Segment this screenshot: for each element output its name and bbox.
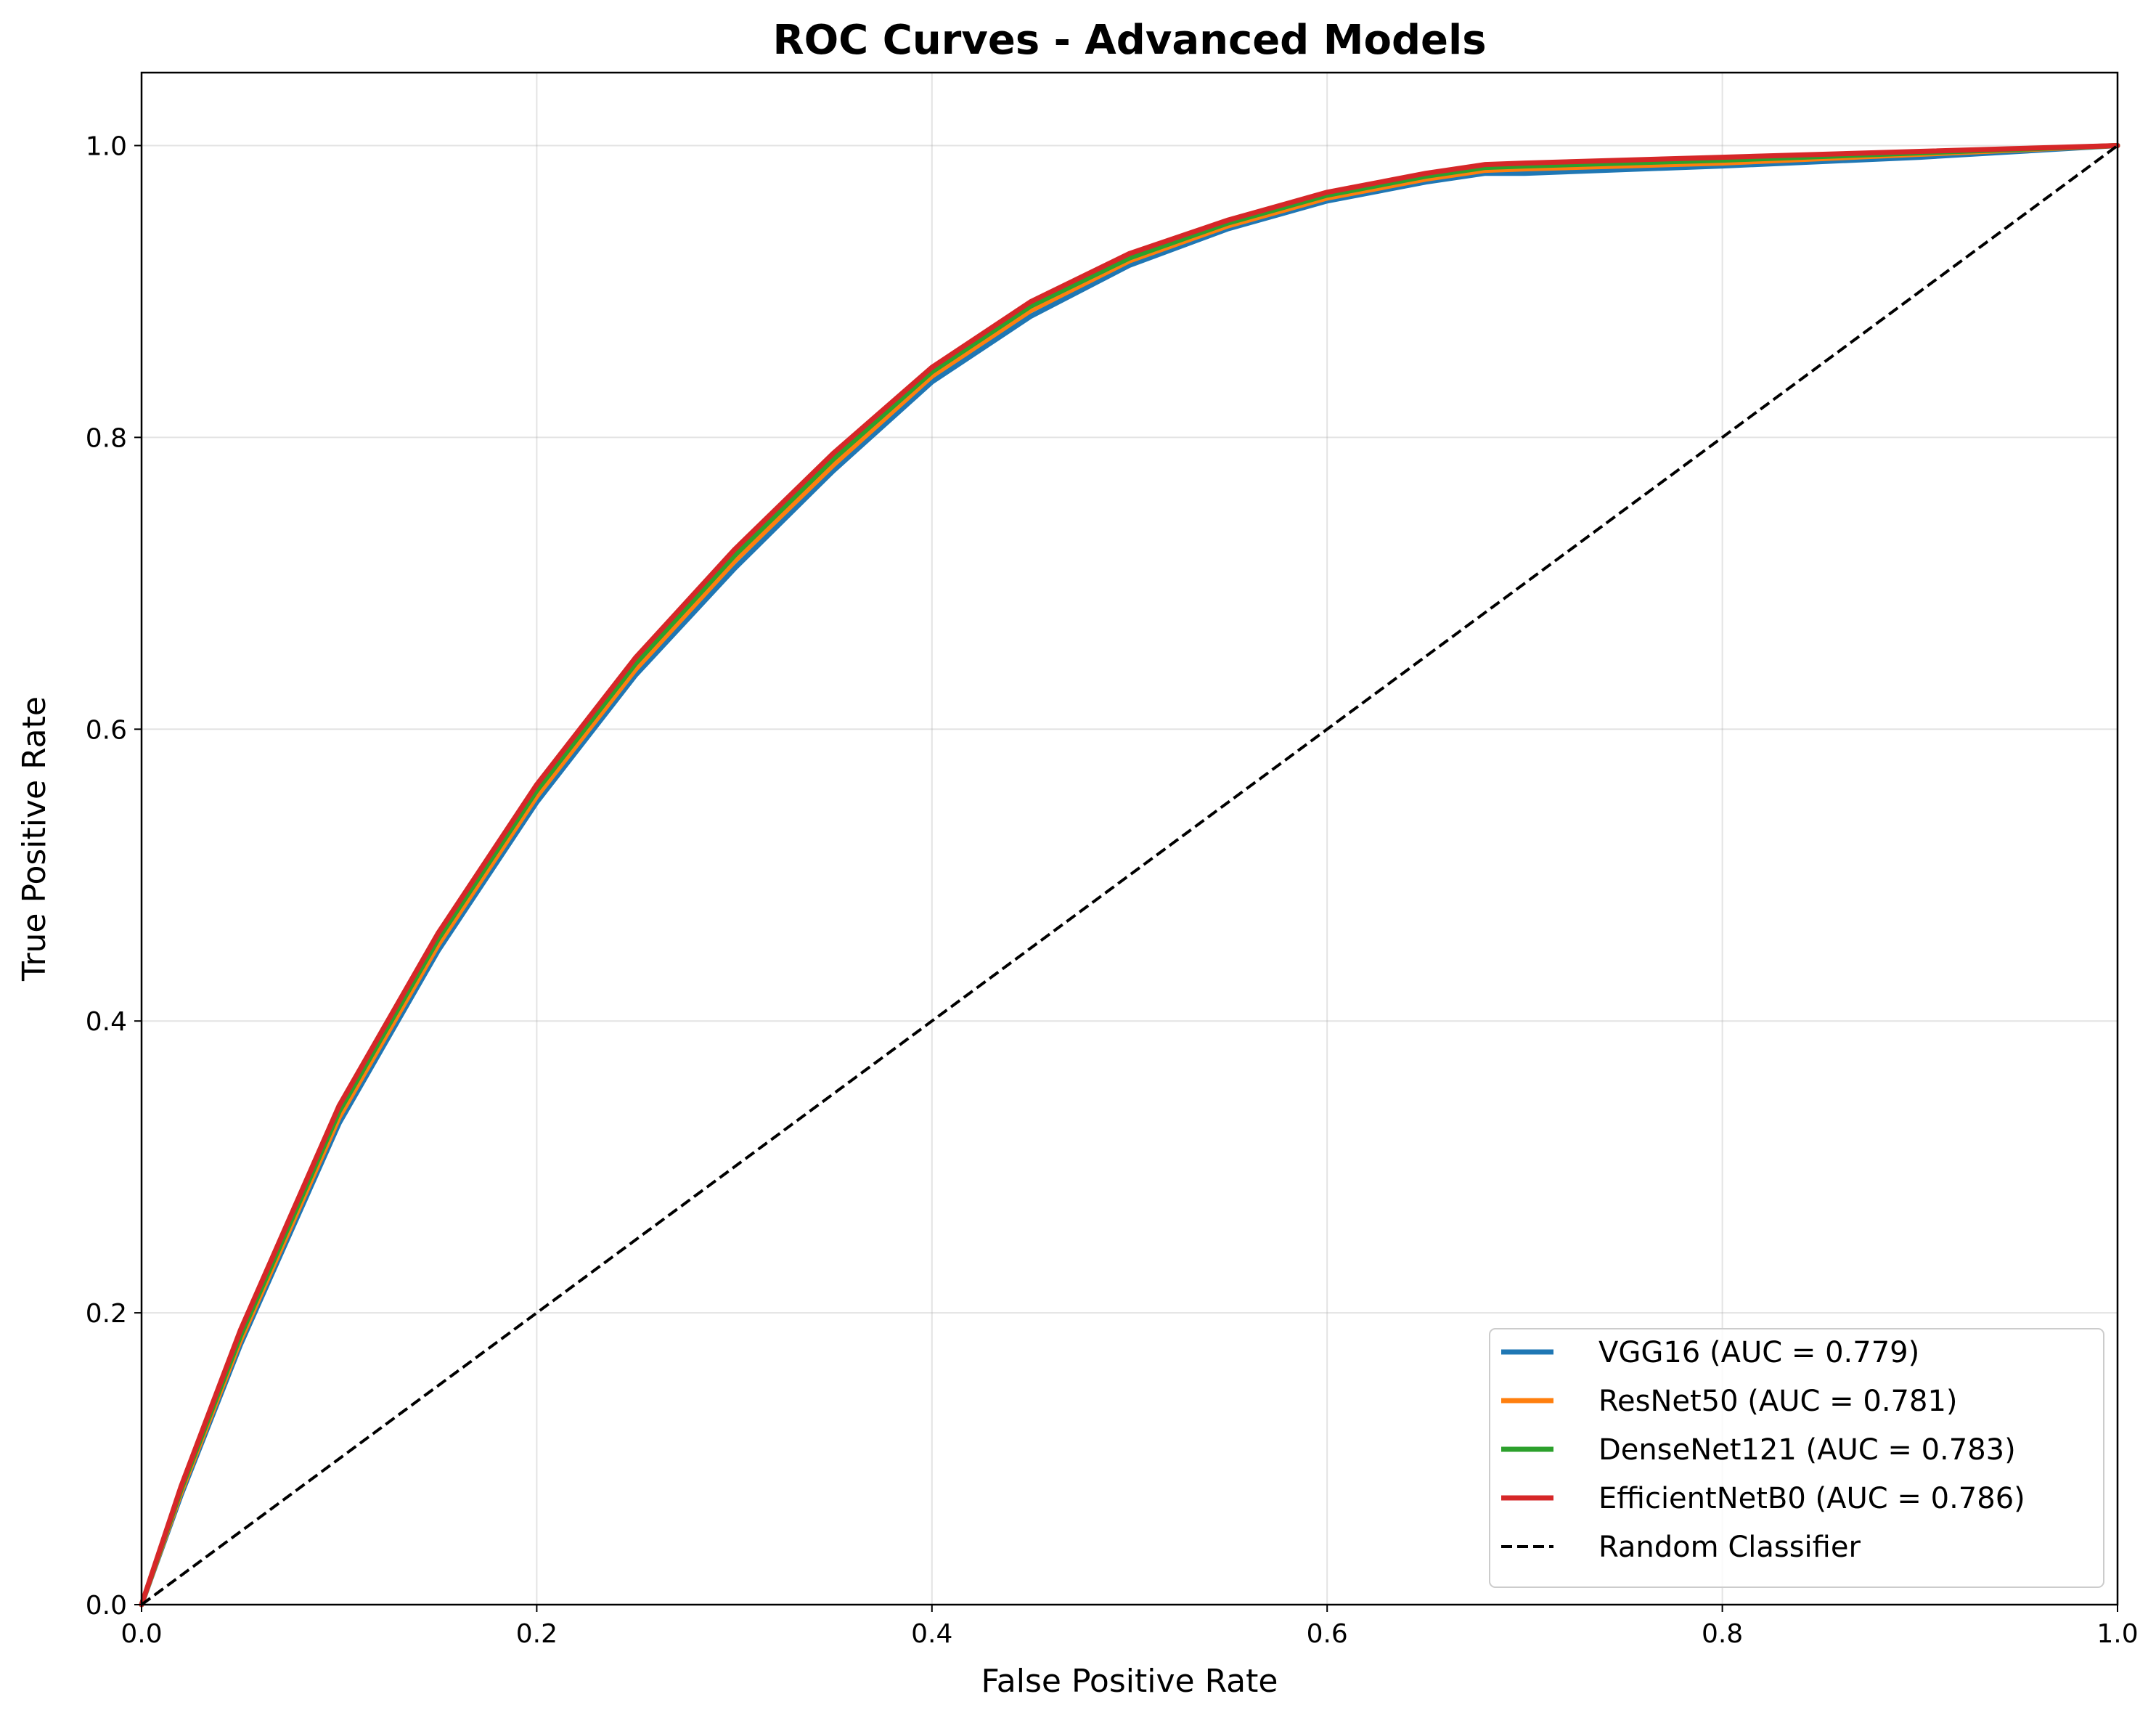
plot-frame	[140, 71, 2119, 1606]
legend-items: VGG16 (AUC = 0.779) ResNet50 (AUC = 0.781…	[1501, 1336, 2025, 1564]
y-tick-label: 0.8	[86, 423, 127, 453]
x-tick-label: 0.4	[911, 1619, 952, 1649]
x-tick-label: 0.8	[1702, 1619, 1743, 1649]
legend-box	[1489, 1328, 2104, 1588]
legend-label-0: VGG16 (AUC = 0.779)	[1598, 1336, 1919, 1369]
legend-label-2: DenseNet121 (AUC = 0.783)	[1598, 1433, 2016, 1467]
grid-lines	[141, 73, 2118, 1605]
legend: VGG16 (AUC = 0.779) ResNet50 (AUC = 0.781…	[1489, 1328, 2104, 1588]
x-tick-label: 0.6	[1307, 1619, 1348, 1649]
y-axis-label: True Positive Rate	[16, 696, 53, 982]
series-line-1	[139, 143, 2120, 1608]
y-tick-label: 0.0	[86, 1591, 127, 1621]
y-tick-label: 1.0	[86, 131, 127, 161]
chart-title: ROC Curves - Advanced Models	[772, 17, 1486, 64]
series-line-4	[140, 144, 2119, 1606]
legend-label-3: EfficientNetB0 (AUC = 0.786)	[1598, 1482, 2025, 1515]
y-tick-label: 0.2	[86, 1299, 127, 1329]
x-axis-label: False Positive Rate	[981, 1663, 1278, 1700]
legend-label-4: Random Classifier	[1598, 1531, 1861, 1564]
series-line-2	[139, 143, 2120, 1608]
x-tick-label: 0.2	[516, 1619, 558, 1649]
y-tick-label: 0.4	[86, 1007, 127, 1037]
axis-ticks: 0.0 0.2 0.4 0.6 0.8 1.0 0.0 0.2 0.4 0.6 0.8 1.0	[86, 131, 2139, 1649]
legend-label-1: ResNet50 (AUC = 0.781)	[1598, 1385, 1958, 1418]
series-line-0	[139, 143, 2120, 1608]
series-lines	[139, 143, 2120, 1608]
y-tick-label: 0.6	[86, 715, 127, 745]
x-tick-label: 0.0	[121, 1619, 162, 1649]
x-tick-label: 1.0	[2096, 1619, 2138, 1649]
series-line-3	[139, 143, 2120, 1608]
